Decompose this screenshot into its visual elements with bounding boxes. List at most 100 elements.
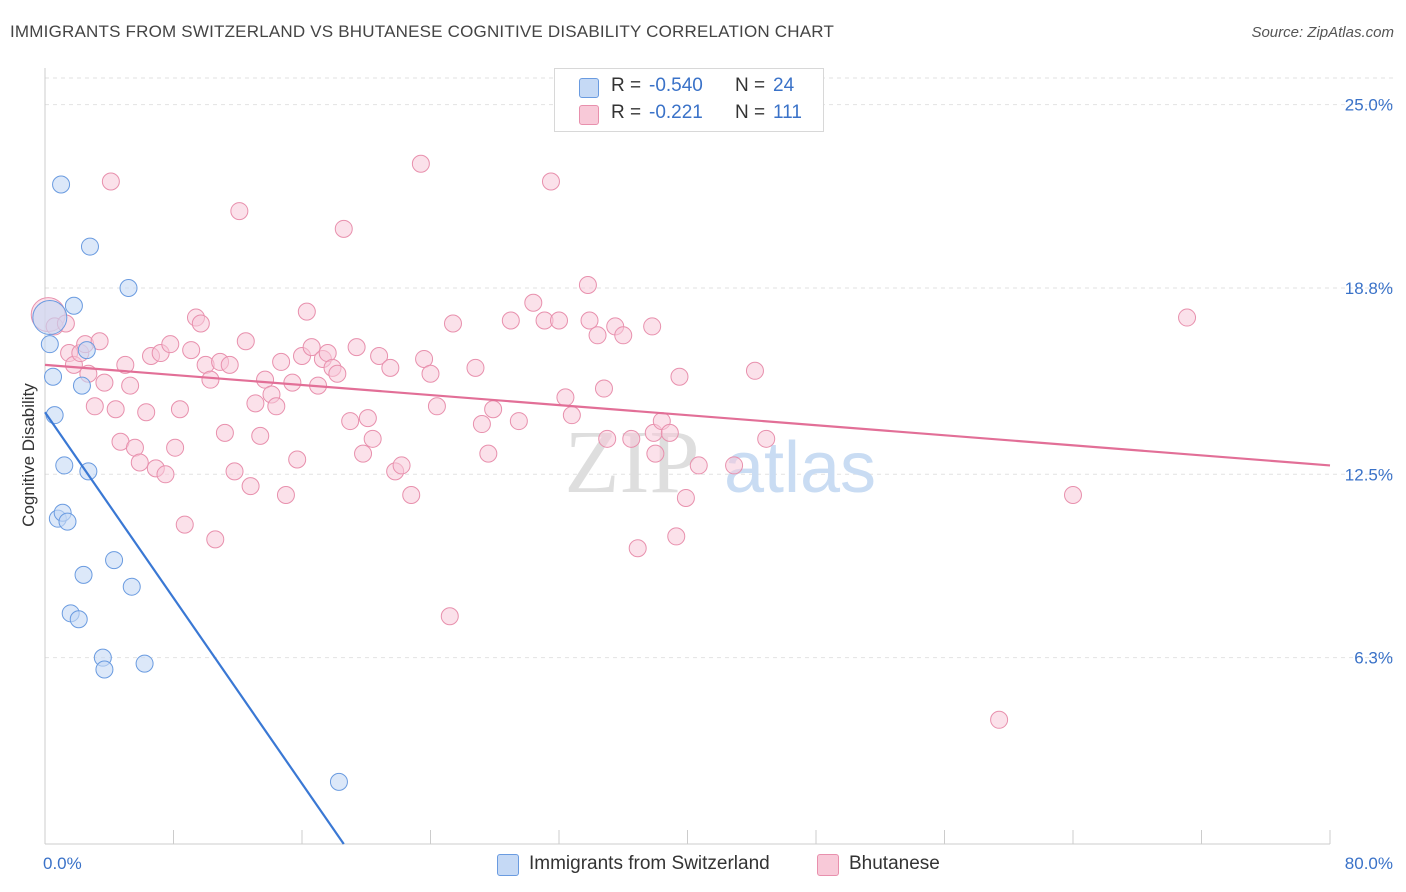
bhutanese-point bbox=[421, 364, 440, 383]
bhutanese-point bbox=[334, 219, 353, 238]
axes bbox=[44, 68, 1331, 845]
bhutanese-point bbox=[166, 438, 185, 457]
bhutanese-point bbox=[328, 364, 347, 383]
bhutanese-point bbox=[402, 486, 421, 505]
watermark-atlas: atlas bbox=[724, 428, 876, 508]
bhutanese-point bbox=[267, 397, 286, 416]
x-tick-label-max: 80.0% bbox=[1345, 854, 1393, 873]
bhutanese-point bbox=[215, 423, 234, 442]
bhutanese-point bbox=[556, 388, 575, 407]
bhutanese-point bbox=[524, 293, 543, 312]
legend-swatch-pink bbox=[579, 105, 599, 125]
bhutanese-point bbox=[175, 515, 194, 534]
bhutanese-point bbox=[201, 370, 220, 389]
switzerland-point bbox=[69, 610, 88, 629]
bhutanese-trend-line bbox=[44, 363, 1331, 467]
bhutanese-point bbox=[161, 335, 180, 354]
bhutanese-point bbox=[106, 400, 125, 419]
bhutanese-point bbox=[479, 444, 498, 463]
bhutanese-point bbox=[509, 412, 528, 431]
switzerland-point bbox=[80, 237, 99, 256]
bhutanese-point bbox=[598, 429, 617, 448]
switzerland-point bbox=[64, 296, 83, 315]
bhutanese-point bbox=[358, 409, 377, 428]
legend-r-label: R = bbox=[611, 75, 642, 96]
switzerland-point bbox=[105, 551, 124, 570]
switzerland-point bbox=[77, 341, 96, 360]
switzerland-point bbox=[74, 565, 93, 584]
bhutanese-point bbox=[354, 444, 373, 463]
bhutanese-point bbox=[1178, 308, 1197, 327]
y-tick-label: 6.3% bbox=[1354, 649, 1393, 668]
tick-labels: 6.3% 12.5% 18.8% 25.0% 0.0% 80.0% bbox=[43, 96, 1393, 873]
y-tick-label: 25.0% bbox=[1345, 96, 1393, 115]
bhutanese-point bbox=[484, 400, 503, 419]
bhutanese-point bbox=[182, 341, 201, 360]
bhutanese-point bbox=[667, 527, 686, 546]
bhutanese-point bbox=[670, 367, 689, 386]
switzerland-point bbox=[45, 406, 64, 425]
legend-n-value: 111 bbox=[773, 102, 802, 123]
bhutanese-point bbox=[347, 338, 366, 357]
stats-legend: R = -0.540 N = 24 R = -0.221 N = 111 bbox=[554, 68, 824, 132]
switzerland-trend-line bbox=[44, 411, 345, 845]
bhutanese-point bbox=[550, 311, 568, 330]
bhutanese-point bbox=[370, 347, 389, 366]
y-tick-label: 18.8% bbox=[1345, 279, 1393, 298]
switzerland-point bbox=[52, 175, 71, 194]
legend-r-value: -0.540 bbox=[649, 75, 703, 96]
y-axis-label: Cognitive Disability bbox=[19, 383, 38, 527]
bhutanese-point bbox=[745, 361, 764, 380]
chart-title: IMMIGRANTS FROM SWITZERLAND VS BHUTANESE… bbox=[10, 22, 835, 41]
bhutanese-point bbox=[116, 355, 135, 374]
bhutanese-point bbox=[236, 332, 255, 351]
bhutanese-point bbox=[170, 400, 189, 419]
bhutanese-point bbox=[411, 154, 430, 173]
bhutanese-point bbox=[276, 486, 295, 505]
bhutanese-point bbox=[191, 314, 210, 333]
switzerland-point bbox=[32, 300, 68, 336]
bhutanese-point bbox=[646, 444, 665, 463]
bhutanese-point bbox=[363, 429, 382, 448]
bhutanese-point bbox=[990, 710, 1009, 729]
y-tick-label: 12.5% bbox=[1345, 465, 1393, 484]
switzerland-point bbox=[55, 456, 74, 475]
bhutanese-point bbox=[241, 477, 260, 496]
bhutanese-point bbox=[121, 376, 140, 395]
bottom-legend-label: Bhutanese bbox=[849, 853, 940, 874]
bhutanese-point bbox=[443, 314, 462, 333]
switzerland-point bbox=[44, 367, 63, 386]
switzerland-point bbox=[40, 335, 59, 354]
bhutanese-point bbox=[130, 453, 149, 472]
bhutanese-point bbox=[137, 403, 156, 422]
bhutanese-point bbox=[594, 379, 613, 398]
switzerland-point bbox=[329, 772, 348, 791]
bhutanese-point bbox=[614, 326, 633, 345]
trend-lines bbox=[44, 363, 1331, 845]
watermark: ZIP atlas bbox=[565, 413, 877, 512]
bhutanese-point bbox=[472, 415, 491, 434]
bhutanese-point bbox=[689, 456, 708, 475]
bhutanese-point bbox=[725, 456, 744, 475]
switzerland-point bbox=[58, 512, 77, 531]
switzerland-point bbox=[72, 376, 91, 395]
bhutanese-point bbox=[297, 302, 316, 321]
switzerland-points bbox=[32, 175, 348, 791]
bhutanese-point bbox=[1064, 486, 1082, 505]
legend-r-label: R = bbox=[611, 102, 642, 123]
bhutanese-point bbox=[676, 488, 695, 507]
bhutanese-point bbox=[643, 317, 662, 336]
bhutanese-point bbox=[101, 172, 120, 191]
bhutanese-point bbox=[660, 423, 679, 442]
bhutanese-point bbox=[246, 394, 265, 413]
bhutanese-point bbox=[757, 429, 776, 448]
bhutanese-point bbox=[283, 373, 302, 392]
bhutanese-point bbox=[501, 311, 520, 330]
bhutanese-point bbox=[381, 358, 400, 377]
bottom-legend-label: Immigrants from Switzerland bbox=[529, 853, 770, 874]
bhutanese-point bbox=[272, 352, 291, 371]
bhutanese-point bbox=[427, 397, 446, 416]
bhutanese-point bbox=[225, 462, 244, 481]
bottom-legend-swatch-pink bbox=[817, 854, 839, 876]
bhutanese-point bbox=[392, 456, 411, 475]
